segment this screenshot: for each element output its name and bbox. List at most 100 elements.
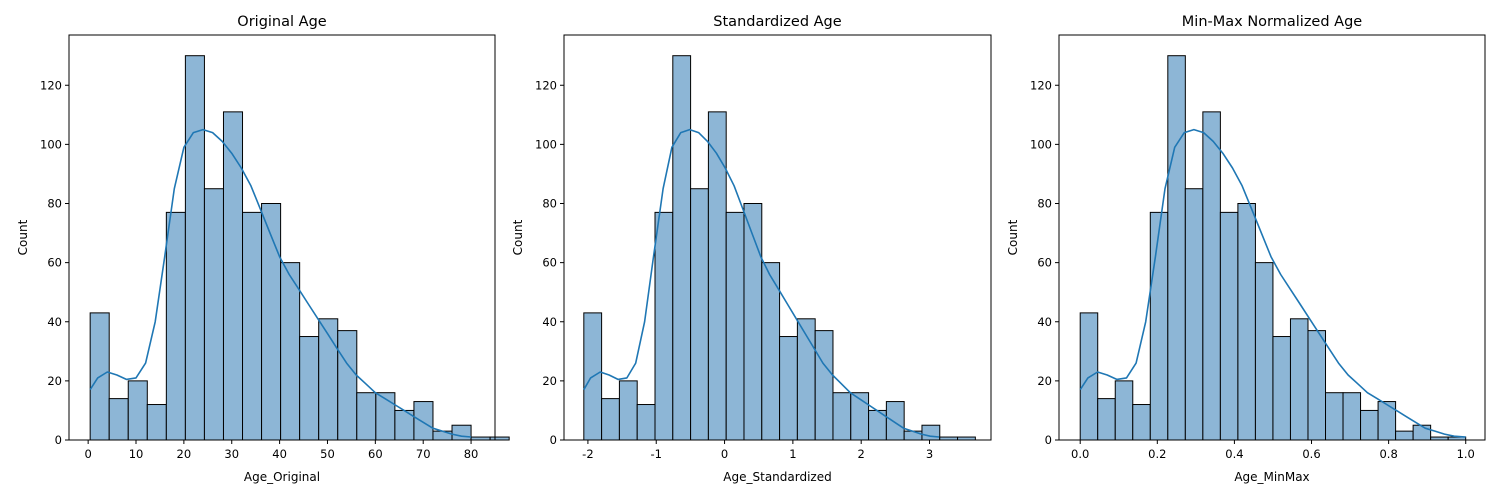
histogram-bar	[1377, 401, 1397, 441]
histogram-bar	[222, 111, 244, 441]
y-axis-label: Count	[16, 219, 30, 255]
histogram-bar	[1184, 188, 1204, 441]
y-tick-label: 0	[55, 433, 62, 447]
histogram-bar	[636, 404, 656, 441]
kde-line	[1079, 128, 1466, 438]
histogram-bar	[725, 211, 745, 441]
x-tick-label: 0.2	[1148, 447, 1166, 461]
histogram-bar	[318, 318, 339, 441]
histogram-bar	[261, 203, 282, 441]
axes-frame	[68, 34, 496, 441]
x-tick-label: 10	[129, 447, 144, 461]
histogram-bar	[690, 188, 709, 441]
histogram-bar	[108, 398, 129, 441]
x-tick-label: 1.0	[1457, 447, 1475, 461]
y-tick-label: 120	[1030, 78, 1052, 92]
histogram-bar	[127, 380, 148, 441]
histogram-bar	[814, 330, 834, 441]
x-tick-label: 0.6	[1302, 447, 1320, 461]
x-tick-label: 2	[858, 447, 865, 461]
x-tick-label: 0	[721, 447, 728, 461]
histogram-bar	[1307, 330, 1327, 441]
x-tick-label: 30	[224, 447, 239, 461]
histogram-bar	[413, 401, 434, 441]
kde-line	[583, 128, 940, 438]
y-tick-label: 120	[535, 78, 557, 92]
histogram-bar	[1289, 318, 1309, 441]
x-tick-label: 80	[464, 447, 479, 461]
histogram-bar	[489, 436, 510, 441]
histogram-bar	[1237, 203, 1256, 441]
histogram-bar	[1097, 398, 1116, 441]
histogram-bar	[743, 203, 763, 441]
y-tick-label: 60	[1037, 256, 1052, 270]
y-tick-label: 20	[47, 374, 62, 388]
histogram-bar	[1272, 336, 1291, 441]
histogram-bar	[451, 424, 472, 441]
y-tick-label: 60	[47, 256, 62, 270]
x-tick-label: 0.8	[1379, 447, 1397, 461]
x-axis-label: Age_Original	[244, 470, 320, 484]
y-tick-label: 100	[40, 137, 62, 151]
histogram-bar	[165, 211, 186, 441]
x-tick-label: 3	[926, 447, 933, 461]
histogram-bar	[1395, 430, 1414, 441]
histogram-bar	[1360, 409, 1379, 441]
chart-title: Original Age	[237, 14, 326, 30]
histogram-bar	[299, 336, 320, 441]
histogram-bar	[1202, 111, 1221, 441]
x-tick-label: 70	[416, 447, 431, 461]
chart-panel-2: -2 -1 0 1 2 3 0 20 40 60 80 100 120 Standardized Age A…	[511, 14, 992, 484]
y-tick-label: 40	[1037, 315, 1052, 329]
chart-panel-1: 0 10 20 30 40 50 60 70 80 0 20 40 60 80 100 120 Original…	[16, 14, 510, 484]
x-tick-label: 0.4	[1225, 447, 1243, 461]
y-tick-label: 40	[542, 315, 557, 329]
histogram-bar	[242, 211, 263, 441]
y-tick-label: 100	[535, 137, 557, 151]
y-tick-label: 20	[1037, 374, 1052, 388]
histogram-bar	[280, 262, 301, 441]
histogram-bar	[1342, 392, 1362, 441]
histogram-bar	[203, 188, 224, 441]
histogram-bar	[146, 404, 167, 441]
y-tick-label: 80	[47, 197, 62, 211]
x-tick-label: 40	[272, 447, 287, 461]
y-tick-label: 60	[542, 256, 557, 270]
x-tick-label: 0	[84, 447, 91, 461]
histogram-bar	[654, 211, 674, 441]
x-tick-label: 60	[368, 447, 383, 461]
y-tick-label: 40	[47, 315, 62, 329]
histogram-bar	[796, 318, 816, 441]
chart-title: Standardized Age	[713, 14, 841, 30]
histogram-bar	[184, 55, 205, 441]
y-tick-label: 80	[542, 197, 557, 211]
x-tick-label: -1	[650, 447, 661, 461]
histogram-bar	[1254, 262, 1274, 441]
axes-frame	[1058, 34, 1486, 441]
histogram-bar	[761, 262, 781, 441]
histogram-bar	[1114, 380, 1134, 441]
y-tick-label: 120	[40, 78, 62, 92]
chart-title: Min-Max Normalized Age	[1182, 14, 1363, 30]
histogram-bar	[903, 430, 923, 441]
histogram-bar	[707, 111, 727, 441]
histogram-bar	[1412, 424, 1432, 441]
histogram-bar	[779, 336, 798, 441]
axes-frame	[563, 34, 992, 441]
histogram-bar	[618, 380, 638, 441]
histogram-bar	[1132, 404, 1151, 441]
histogram-bar	[885, 401, 905, 441]
histogram-bar	[1325, 392, 1344, 441]
x-axis-label: Age_Standardized	[723, 470, 831, 484]
histogram-bar	[601, 398, 620, 441]
x-tick-label: 0.0	[1071, 447, 1089, 461]
x-tick-label: 50	[320, 447, 335, 461]
histogram-bar	[1149, 211, 1169, 441]
y-tick-label: 20	[542, 374, 557, 388]
histogram-bar	[337, 330, 358, 441]
y-tick-label: 100	[1030, 137, 1052, 151]
histogram-bar	[672, 55, 692, 441]
y-tick-label: 0	[550, 433, 557, 447]
y-tick-label: 0	[1045, 433, 1052, 447]
